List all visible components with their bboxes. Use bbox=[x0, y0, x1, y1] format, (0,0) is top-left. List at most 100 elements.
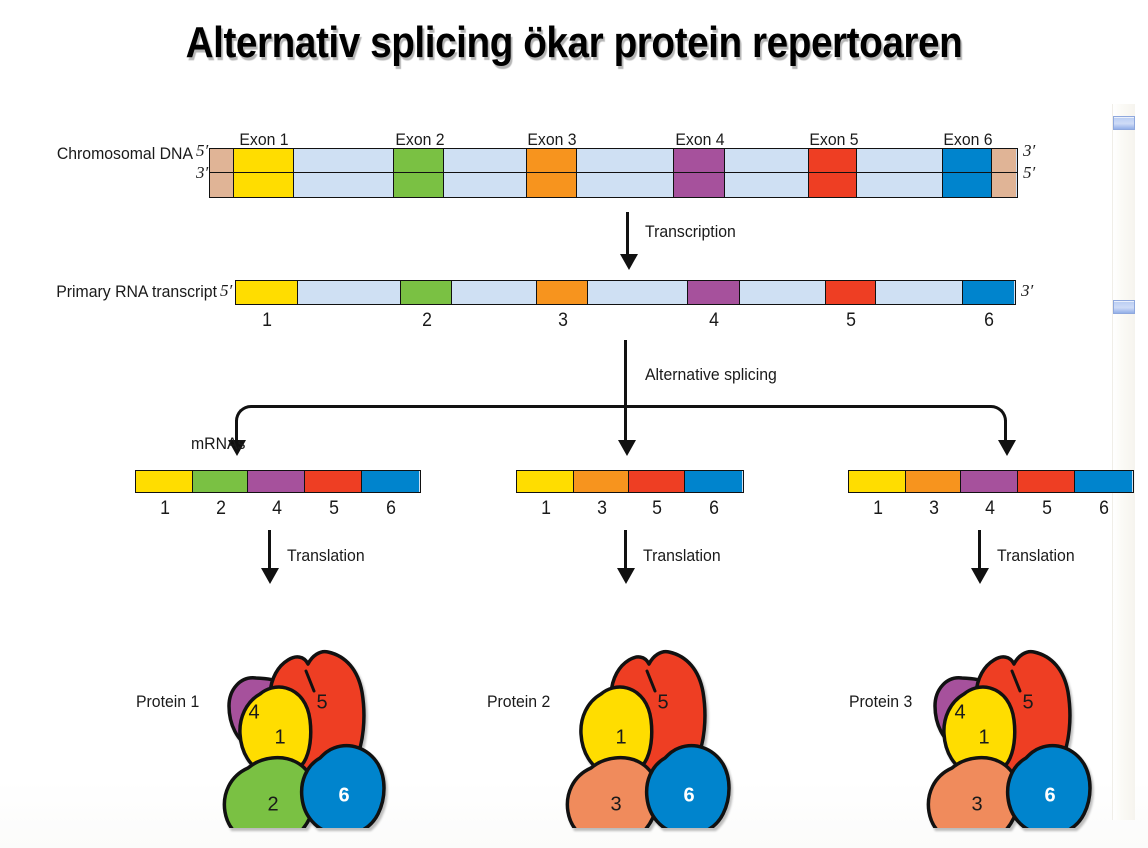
mrna-2-exon-number-2: 3 bbox=[596, 498, 607, 519]
segment-exon-2 bbox=[394, 173, 445, 197]
translation-arrow-head-1 bbox=[261, 568, 279, 584]
protein-blob-1 bbox=[238, 685, 313, 778]
scroll-marker-bottom[interactable] bbox=[1113, 300, 1135, 314]
exon-title-4: Exon 4 bbox=[675, 130, 725, 149]
protein-blob-6 bbox=[644, 743, 731, 828]
segment-exon-5 bbox=[825, 281, 876, 304]
segment-intron-4 bbox=[725, 149, 809, 172]
segment-exon-6 bbox=[1074, 471, 1132, 492]
protein-blob-2 bbox=[222, 755, 317, 828]
chromosomal-dna-label: Chromosomal DNA bbox=[56, 144, 193, 163]
segment-intron-2 bbox=[444, 173, 528, 197]
translation-arrow-shaft-2 bbox=[624, 530, 627, 570]
segment-exon-4 bbox=[960, 471, 1019, 492]
mrna-3-exon-number-4: 5 bbox=[1041, 498, 1052, 519]
primary-rna-strand bbox=[235, 280, 1016, 305]
splicing-arrow-shaft-left bbox=[235, 420, 238, 442]
mrna-3-exon-number-5: 6 bbox=[1098, 498, 1109, 519]
mrna-3-exon-number-2: 3 bbox=[929, 498, 940, 519]
translation-arrow-head-2 bbox=[617, 568, 635, 584]
rna-three-prime: 3′ bbox=[1021, 281, 1034, 300]
protein-3-label: Protein 3 bbox=[849, 692, 913, 711]
mrna-3-exon-number-1: 1 bbox=[873, 498, 884, 519]
protein-blob-3 bbox=[926, 755, 1021, 828]
translation-label-1: Translation bbox=[287, 546, 365, 565]
splicing-arrow-head-left bbox=[228, 440, 246, 456]
scroll-marker-top[interactable] bbox=[1113, 116, 1135, 130]
panel-edge bbox=[1112, 104, 1135, 820]
mrna-2-exon-number-3: 5 bbox=[652, 498, 663, 519]
splicing-arrow-head-right bbox=[998, 440, 1016, 456]
segment-exon-2 bbox=[394, 149, 445, 172]
dna-three-prime-right: 3′ bbox=[1023, 141, 1036, 160]
mrna-1-exon-number-2: 2 bbox=[216, 498, 227, 519]
segment-exon-3 bbox=[537, 281, 588, 304]
mrna-bar-2 bbox=[516, 470, 744, 493]
mrna-1-exon-number-1: 1 bbox=[160, 498, 171, 519]
mrna-1-exon-number-5: 6 bbox=[385, 498, 396, 519]
mrna-bar-3 bbox=[848, 470, 1134, 493]
rna-exon-number-2: 2 bbox=[421, 310, 432, 331]
segment-exon-2 bbox=[400, 281, 452, 304]
splicing-bracket-corner-right bbox=[989, 405, 1007, 423]
segment-intron-4 bbox=[725, 173, 809, 197]
exon-title-6: Exon 6 bbox=[943, 130, 993, 149]
protein-blob-outlines bbox=[926, 649, 1092, 828]
segment-exon-5 bbox=[1018, 471, 1075, 492]
segment-intron-3 bbox=[587, 281, 688, 304]
protein-blob-1 bbox=[579, 685, 654, 778]
rna-exon-number-3: 3 bbox=[557, 310, 568, 331]
segment-exon-6 bbox=[942, 149, 993, 172]
segment-utr-left bbox=[210, 149, 234, 172]
segment-exon-1 bbox=[236, 281, 298, 304]
segment-exon-5 bbox=[808, 173, 858, 197]
alternative-splicing-label: Alternative splicing bbox=[645, 365, 777, 384]
splicing-arrow-shaft-upper bbox=[624, 340, 627, 405]
segment-exon-2 bbox=[193, 471, 248, 492]
segment-exon-4 bbox=[247, 471, 306, 492]
segment-exon-6 bbox=[942, 173, 993, 197]
protein-blob-6 bbox=[299, 743, 386, 828]
segment-exon-6 bbox=[963, 281, 1014, 304]
mrna-bar-1 bbox=[135, 470, 421, 493]
segment-exon-3 bbox=[527, 149, 577, 172]
mrna-3-exon-number-3: 4 bbox=[985, 498, 995, 519]
segment-intron-1 bbox=[293, 149, 395, 172]
segment-exon-4 bbox=[674, 149, 726, 172]
segment-intron-1 bbox=[297, 281, 401, 304]
segment-utr-left bbox=[210, 173, 234, 197]
transcription-arrow-head bbox=[620, 254, 638, 270]
splicing-arrow-shaft-right bbox=[1004, 420, 1007, 442]
protein-blob-6 bbox=[1005, 743, 1092, 828]
mrna-2-exon-number-4: 6 bbox=[708, 498, 719, 519]
dna-five-prime-left: 5′ bbox=[196, 141, 209, 160]
rna-exon-number-6: 6 bbox=[984, 310, 995, 331]
segment-exon-6 bbox=[684, 471, 742, 492]
rna-exon-number-1: 1 bbox=[262, 310, 273, 331]
mrna-1-exon-number-3: 4 bbox=[272, 498, 282, 519]
dna-five-prime-right: 5′ bbox=[1023, 163, 1036, 182]
splicing-arrow-head-middle bbox=[618, 440, 636, 456]
protein-blob-outlines bbox=[565, 649, 731, 828]
transcription-label: Transcription bbox=[645, 222, 736, 241]
segment-intron-5 bbox=[857, 149, 943, 172]
primary-rna-transcript-label: Primary RNA transcript bbox=[56, 282, 217, 301]
segment-exon-5 bbox=[628, 471, 685, 492]
segment-intron-4 bbox=[739, 281, 826, 304]
translation-label-2: Translation bbox=[643, 546, 721, 565]
exon-title-5: Exon 5 bbox=[809, 130, 859, 149]
rna-five-prime: 5′ bbox=[220, 281, 233, 300]
segment-exon-3 bbox=[527, 173, 577, 197]
protein-blob-outlines bbox=[222, 649, 386, 828]
rna-exon-number-4: 4 bbox=[709, 310, 720, 331]
exon-title-1: Exon 1 bbox=[239, 130, 289, 149]
exon-title-3: Exon 3 bbox=[527, 130, 578, 149]
segment-exon-6 bbox=[361, 471, 419, 492]
segment-exon-1 bbox=[233, 149, 294, 172]
protein-blob-3 bbox=[565, 755, 660, 828]
segment-intron-5 bbox=[857, 173, 943, 197]
page-title: Alternativ splicing ökar protein reperto… bbox=[185, 18, 963, 67]
